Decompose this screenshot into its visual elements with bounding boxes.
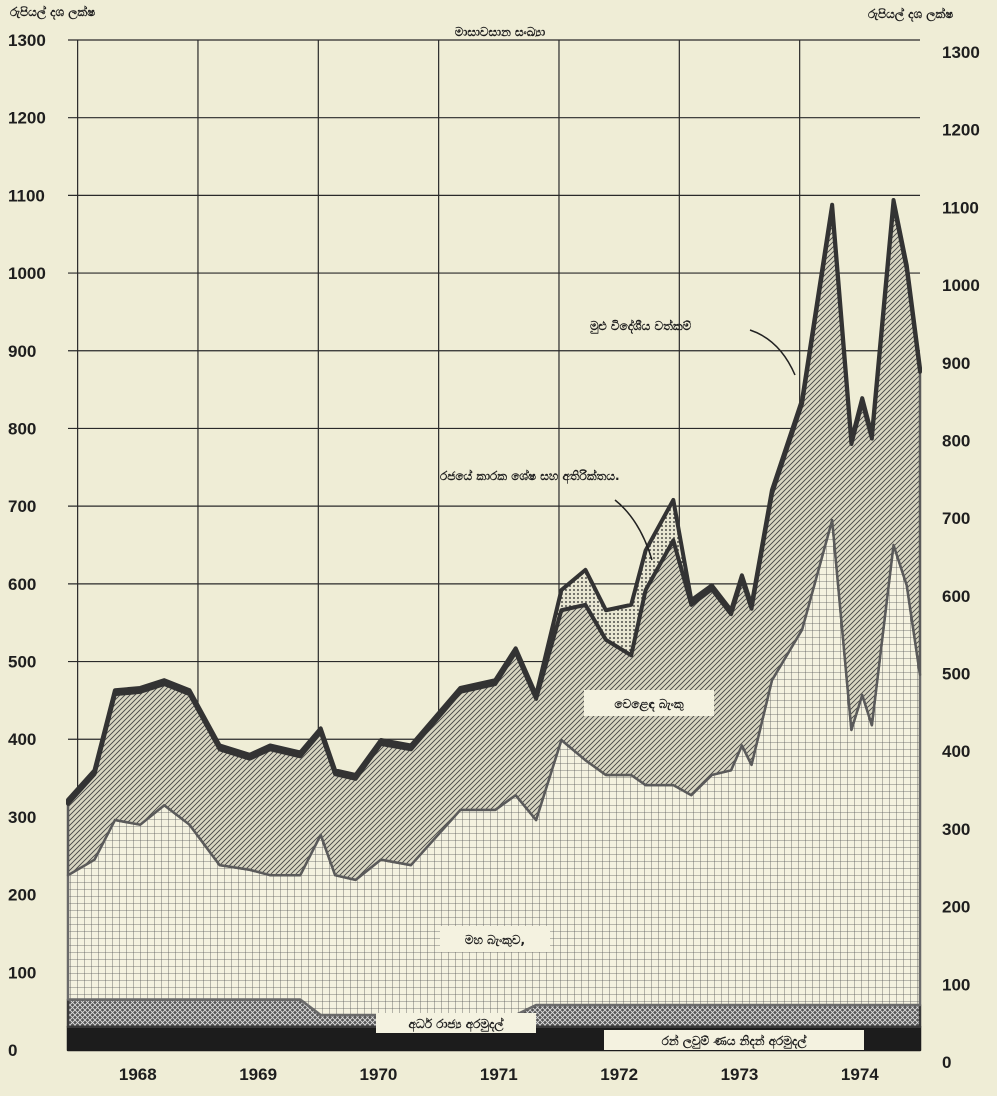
y-tick-label: 900 bbox=[8, 342, 36, 361]
y2-tick-label: 200 bbox=[942, 898, 970, 917]
x-tick-label: 1970 bbox=[360, 1065, 398, 1084]
y2-tick-label: 900 bbox=[942, 354, 970, 373]
y-axis-label: රුපියල් දශ ලක්ෂ bbox=[10, 5, 95, 21]
labels: රුපියල් දශ ලක්ෂ රුපියල් දශ ලක්ෂ මාසාවසාන… bbox=[8, 5, 980, 1084]
y2-tick-label: 500 bbox=[942, 665, 970, 684]
y-tick-label: 700 bbox=[8, 497, 36, 516]
y2-tick-label: 0 bbox=[942, 1053, 951, 1072]
y-tick-label: 0 bbox=[8, 1041, 17, 1060]
arrow bbox=[614, 499, 653, 561]
y2-tick-label: 600 bbox=[942, 587, 970, 606]
y2-tick-label: 400 bbox=[942, 742, 970, 761]
x-tick-label: 1973 bbox=[721, 1065, 759, 1084]
y-tick-label: 400 bbox=[8, 730, 36, 749]
y-tick-label: 1000 bbox=[8, 264, 46, 283]
y-tick-label: 300 bbox=[8, 808, 36, 827]
series-annotation: වෙළෙඳ බැංකු bbox=[614, 697, 683, 713]
x-tick-label: 1972 bbox=[600, 1065, 638, 1084]
series-annotation: අර්ධ රාජ්‍ය අරමුදල් bbox=[409, 1017, 505, 1033]
y-tick-label: 200 bbox=[8, 886, 36, 905]
y2-tick-label: 300 bbox=[942, 820, 970, 839]
y2-axis-label: රුපියල් දශ ලක්ෂ bbox=[868, 7, 953, 23]
area bbox=[66, 198, 922, 806]
series-annotation: මහ බැංකුව, bbox=[465, 933, 525, 948]
y-tick-label: 100 bbox=[8, 963, 36, 982]
y-tick-label: 1200 bbox=[8, 109, 46, 128]
y-tick-label: 1100 bbox=[8, 186, 45, 205]
y2-tick-label: 700 bbox=[942, 509, 970, 528]
y-tick-label: 500 bbox=[8, 653, 36, 672]
x-tick-label: 1969 bbox=[239, 1065, 277, 1084]
x-tick-label: 1971 bbox=[480, 1065, 518, 1084]
x-tick-label: 1974 bbox=[841, 1065, 879, 1084]
label-box bbox=[604, 1030, 864, 1050]
y2-tick-label: 100 bbox=[942, 975, 970, 994]
label-box bbox=[440, 926, 550, 952]
y2-tick-label: 800 bbox=[942, 431, 970, 450]
y-tick-label: 1300 bbox=[8, 31, 46, 50]
label-box bbox=[376, 1013, 536, 1033]
areas bbox=[66, 198, 922, 1052]
y-tick-label: 600 bbox=[8, 575, 36, 594]
y-tick-label: 800 bbox=[8, 419, 36, 438]
y2-tick-label: 1000 bbox=[942, 276, 980, 295]
x-tick-label: 1968 bbox=[119, 1065, 157, 1084]
total-annotation: මුළු විදේශීය වත්කම් bbox=[590, 319, 692, 335]
arrow bbox=[749, 329, 796, 376]
chart-title: මාසාවසාන සංඛ්‍යා bbox=[455, 25, 545, 39]
y2-tick-label: 1300 bbox=[942, 43, 980, 62]
label-box bbox=[584, 690, 714, 716]
grid bbox=[68, 39, 920, 1051]
y2-tick-label: 1100 bbox=[942, 198, 979, 217]
y2-tick-label: 1200 bbox=[942, 121, 980, 140]
series-annotation: රජයේ කාරක ශේෂ සහ අතිරික්තය. bbox=[440, 468, 620, 484]
series-annotation: රන් ලවුම් ණය නිදන් අරමුදල් bbox=[662, 1034, 808, 1050]
